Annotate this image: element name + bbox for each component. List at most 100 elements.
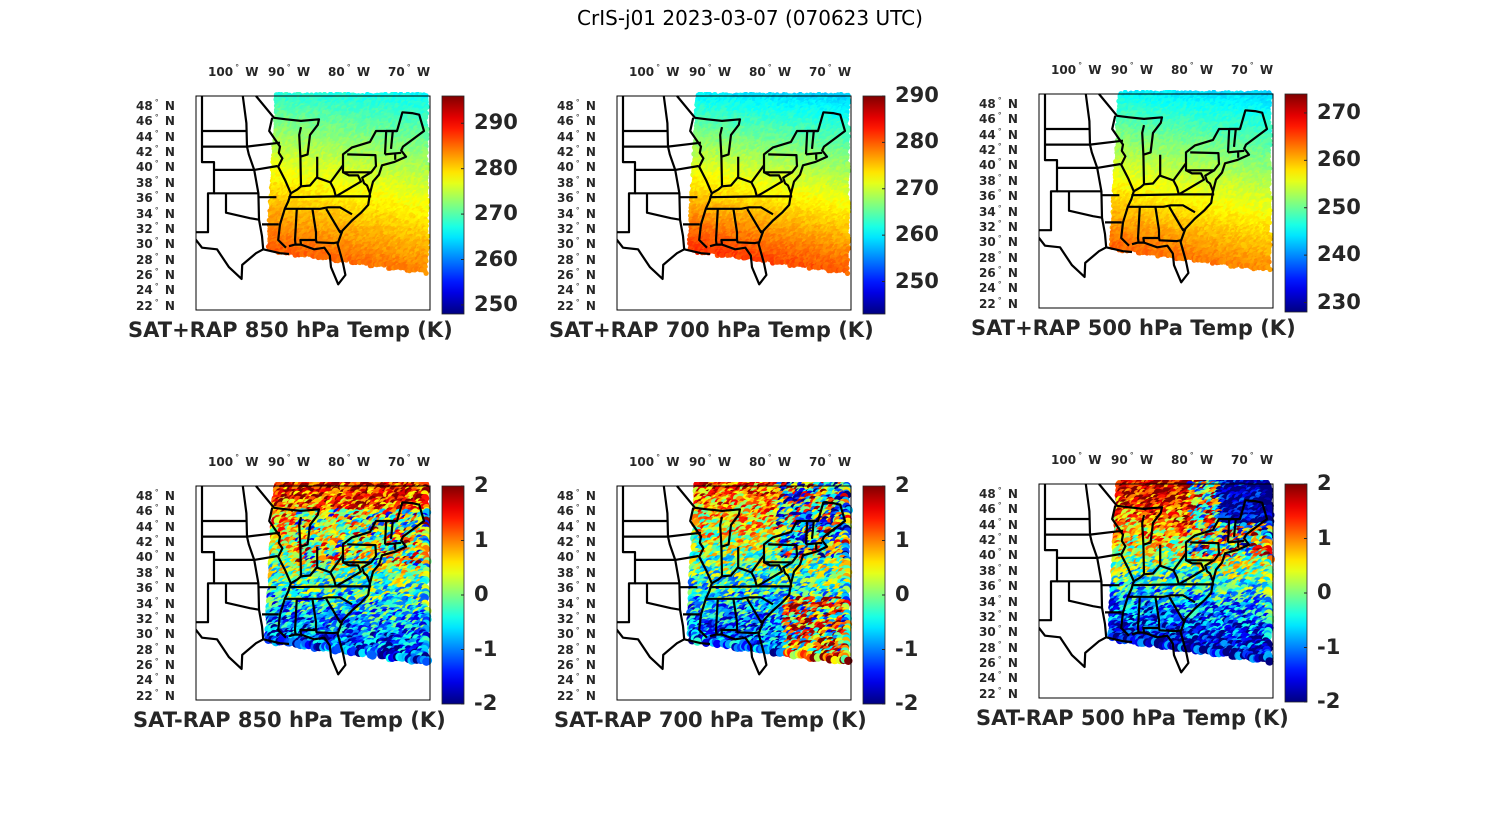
state-boundary-line <box>1184 541 1221 562</box>
state-boundary-line <box>714 598 719 635</box>
lon-tick-label: 80 ° W <box>328 453 370 469</box>
lat-tick-label: 22 ° N <box>557 298 596 313</box>
lat-tick-label: 22 ° N <box>136 298 175 313</box>
panel-sat-minus-rap-850: 2 1 0 -1 -2 100 ° W 90 ° W 80 ° W 70 ° W 48 ° N 46 ° N 44… <box>110 450 530 750</box>
lat-tick-label: 34 ° N <box>979 594 1018 609</box>
lon-tick-label: 80 ° W <box>1171 451 1213 467</box>
state-boundary-line <box>675 164 699 171</box>
colorbar-tick-label: 2 <box>895 473 910 497</box>
lat-tick-label: 48 ° N <box>136 98 175 113</box>
lat-tick-label: 42 ° N <box>557 144 596 159</box>
lon-tick-label: 100 ° W <box>208 453 258 469</box>
map-frame <box>1038 93 1274 309</box>
state-boundary-line <box>329 571 337 587</box>
state-boundary-line <box>1157 237 1181 243</box>
state-boundary-line <box>709 195 793 199</box>
colorbar-tick-label: 260 <box>1317 147 1361 171</box>
colorbar <box>441 485 465 705</box>
colorbar <box>1284 483 1308 703</box>
lat-tick-label: 24 ° N <box>557 672 596 687</box>
lat-tick-label: 22 ° N <box>979 686 1018 701</box>
panel-title: SAT-RAP 700 hPa Temp (K) <box>554 708 867 732</box>
lat-tick-label: 22 ° N <box>557 688 596 703</box>
state-boundary-line <box>246 531 281 538</box>
lat-tick-label: 42 ° N <box>979 532 1018 547</box>
lat-tick-label: 22 ° N <box>136 688 175 703</box>
state-boundary-line <box>1168 206 1186 232</box>
map-frame <box>616 485 852 701</box>
lat-tick-label: 48 ° N <box>979 96 1018 111</box>
state-boundary-line <box>1131 499 1269 674</box>
colorbar <box>862 95 886 315</box>
lat-tick-label: 44 ° N <box>136 129 175 144</box>
colorbar-tick-label: -1 <box>1317 635 1340 659</box>
state-boundary-line <box>389 520 394 540</box>
state-boundary-line <box>1133 544 1146 583</box>
state-boundary-line <box>1168 596 1186 622</box>
lat-tick-label: 42 ° N <box>979 142 1018 157</box>
lat-tick-label: 34 ° N <box>557 596 596 611</box>
lon-tick-label: 90 ° W <box>689 453 731 469</box>
lon-tick-label: 90 ° W <box>268 63 310 79</box>
colorbar-tick-label: 270 <box>895 176 939 200</box>
lon-tick-label: 80 ° W <box>1171 61 1213 77</box>
lon-tick-label: 70 ° W <box>388 453 430 469</box>
lat-tick-label: 48 ° N <box>557 488 596 503</box>
state-boundary-line <box>384 541 402 546</box>
state-boundary-line <box>268 507 292 639</box>
map-frame <box>195 485 431 701</box>
state-boundary-line <box>1131 109 1269 284</box>
state-boundary-line <box>711 156 724 195</box>
state-boundary-line <box>810 130 815 150</box>
lat-tick-label: 32 ° N <box>136 611 175 626</box>
lat-tick-label: 34 ° N <box>136 206 175 221</box>
state-boundary-line <box>1133 154 1146 193</box>
colorbar-tick-label: 230 <box>1317 290 1361 314</box>
colorbar-tick-label: -2 <box>895 691 918 715</box>
lat-tick-label: 28 ° N <box>979 640 1018 655</box>
state-boundary-line <box>1232 128 1237 148</box>
state-boundary-line <box>196 238 290 280</box>
lat-tick-label: 44 ° N <box>979 127 1018 142</box>
lat-tick-label: 24 ° N <box>557 282 596 297</box>
lat-tick-label: 36 ° N <box>136 580 175 595</box>
lat-tick-label: 24 ° N <box>979 280 1018 295</box>
colorbar <box>441 95 465 315</box>
lon-tick-label: 100 ° W <box>629 63 679 79</box>
state-boundaries <box>196 95 426 286</box>
state-boundary-line <box>383 519 397 545</box>
state-boundary-line <box>341 153 378 174</box>
state-boundary-line <box>804 519 818 545</box>
state-boundary-line <box>709 585 793 589</box>
state-boundary-line <box>1136 596 1141 633</box>
state-boundaries <box>1039 93 1269 284</box>
state-boundary-line <box>689 117 713 249</box>
lat-tick-label: 46 ° N <box>979 111 1018 126</box>
lat-tick-label: 42 ° N <box>136 144 175 159</box>
state-boundary-line <box>329 181 337 197</box>
lat-tick-label: 24 ° N <box>136 282 175 297</box>
lat-tick-label: 38 ° N <box>136 565 175 580</box>
lat-tick-label: 30 ° N <box>979 234 1018 249</box>
lat-tick-label: 30 ° N <box>557 626 596 641</box>
colorbar-tick-label: -1 <box>474 637 497 661</box>
lat-tick-label: 24 ° N <box>136 672 175 687</box>
state-boundary-line <box>805 151 823 156</box>
panel-title: SAT+RAP 500 hPa Temp (K) <box>971 316 1296 340</box>
state-boundary-line <box>1143 564 1162 576</box>
lon-tick-label: 70 ° W <box>809 63 851 79</box>
colorbar-tick-label: 290 <box>474 110 518 134</box>
lon-tick-label: 90 ° W <box>689 63 731 79</box>
lon-tick-label: 100 ° W <box>629 453 679 469</box>
state-boundary-line <box>1097 552 1121 559</box>
lat-tick-label: 32 ° N <box>979 609 1018 624</box>
lat-tick-label: 48 ° N <box>557 98 596 113</box>
panel-title: SAT+RAP 850 hPa Temp (K) <box>128 318 453 342</box>
map-frame <box>1038 483 1274 699</box>
panel-sat-minus-rap-500: 2 1 0 -1 -2 100 ° W 90 ° W 80 ° W 70 ° W 48 ° N 46 ° N 44… <box>953 448 1373 748</box>
lat-tick-label: 28 ° N <box>557 642 596 657</box>
colorbar <box>1284 93 1308 313</box>
state-boundary-line <box>241 485 265 640</box>
state-boundary-line <box>384 151 402 156</box>
lat-tick-label: 46 ° N <box>136 113 175 128</box>
